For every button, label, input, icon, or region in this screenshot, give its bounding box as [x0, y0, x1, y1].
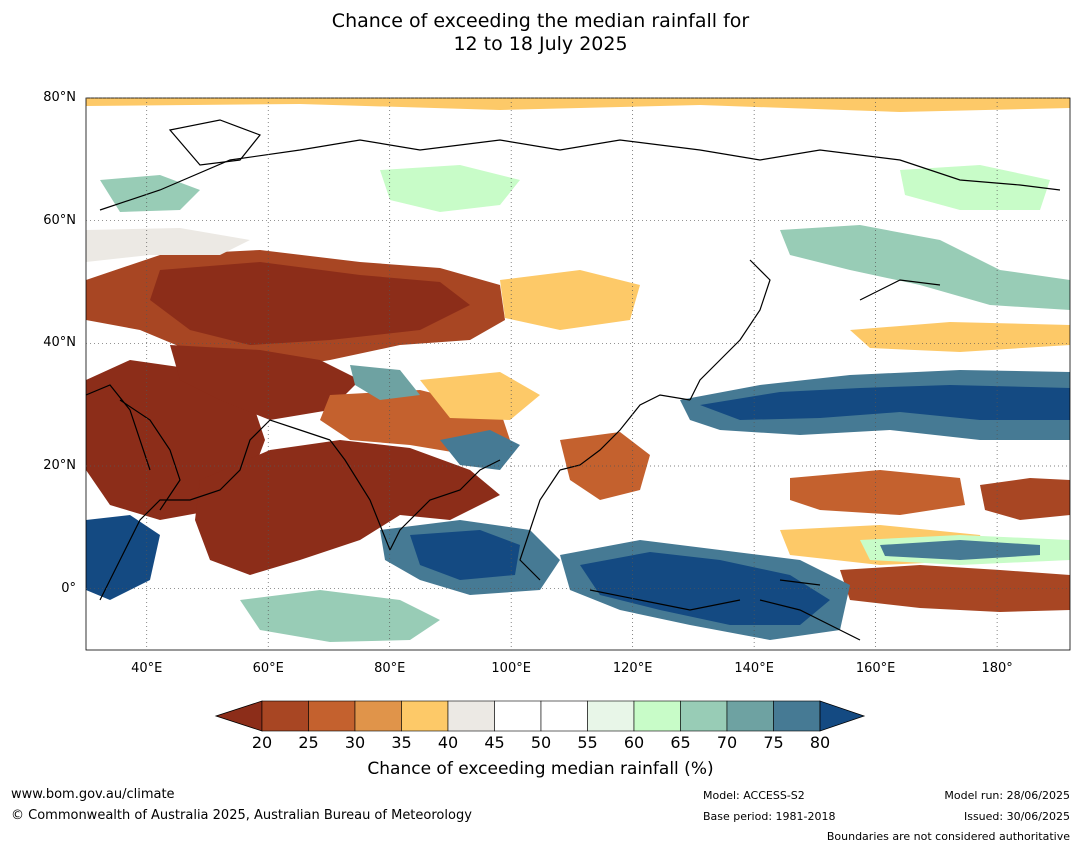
siberia-green-1: [380, 165, 520, 212]
east-africa-blue: [86, 515, 160, 600]
colorbar-tick-label: 65: [670, 733, 691, 752]
colorbar-tick-label: 60: [623, 733, 645, 752]
longitude-label: 80°E: [374, 661, 406, 676]
colorbar-segment: [494, 700, 542, 732]
latitude-label: 0°: [61, 580, 76, 596]
colorbar-segment: [540, 700, 588, 732]
colorbar-tick-label: 45: [484, 733, 505, 752]
colorbar-tick-label: 40: [437, 733, 459, 752]
indonesia-blue-core: [580, 552, 830, 625]
model-run-date: Model run: 28/06/2025: [944, 789, 1070, 802]
arctic-yellow-band: [86, 98, 1070, 112]
longitude-label: 100°E: [491, 661, 531, 676]
colorbar-tick-label: 70: [716, 733, 738, 752]
colorbar-tick-label: 25: [298, 733, 319, 752]
south-china-sea-orange: [560, 432, 650, 500]
below-median-regions: [86, 250, 1070, 612]
colorbar-segment: [354, 700, 402, 732]
colorbar-segment: [680, 700, 728, 732]
colorbar-tick-label: 80: [809, 733, 831, 752]
pacific-dry-band: [840, 565, 1070, 612]
colorbar: [214, 700, 866, 732]
coastlines: [86, 119, 1061, 641]
website-link[interactable]: www.bom.gov.au/climate: [11, 787, 175, 802]
west-grey: [86, 228, 250, 262]
colorbar-segment: [726, 700, 774, 732]
mongolia-yellow: [500, 270, 640, 330]
colorbar-tick-label: 75: [763, 733, 784, 752]
colorbar-tick-label: 20: [251, 733, 273, 752]
longitude-label: 180°: [981, 661, 1013, 676]
title-line-2: 12 to 18 July 2025: [453, 33, 628, 55]
map-title: Chance of exceeding the median rainfall …: [0, 10, 1081, 56]
east-pacific-dry: [980, 478, 1070, 520]
equatorial-blue-streak: [880, 540, 1040, 560]
longitude-label: 140°E: [734, 661, 774, 676]
colorbar-tick-label: 30: [344, 733, 366, 752]
colorbar-title: Chance of exceeding median rainfall (%): [367, 759, 714, 779]
far-east-green: [780, 225, 1070, 310]
title-line-1: Chance of exceeding the median rainfall …: [331, 10, 750, 32]
colorbar-extend-low: [214, 700, 263, 732]
north-pacific-yellow: [850, 322, 1070, 352]
colorbar-extend-high: [819, 700, 866, 732]
above-median-regions: [86, 165, 1070, 642]
colorbar-segment: [773, 700, 821, 732]
copyright-text: © Commonwealth of Australia 2025, Austra…: [11, 808, 472, 823]
issued-date: Issued: 30/06/2025: [963, 810, 1070, 823]
model-name: Model: ACCESS-S2: [703, 789, 805, 802]
south-asia-yellow: [420, 372, 540, 420]
indian-ocean-blue-core: [410, 530, 520, 580]
middle-east-dry: [170, 345, 360, 420]
latitude-label: 20°N: [43, 458, 76, 473]
longitude-label: 40°E: [131, 661, 163, 676]
base-period: Base period: 1981-2018: [703, 810, 836, 823]
colorbar-segment: [633, 700, 681, 732]
colorbar-segment: [261, 700, 309, 732]
longitude-label: 60°E: [252, 661, 284, 676]
longitude-label: 120°E: [612, 661, 653, 676]
india-dry-region: [195, 440, 500, 575]
nw-pacific-blue-core: [700, 385, 1070, 420]
latitude-label: 40°N: [43, 335, 76, 351]
tibet-teal: [350, 365, 420, 400]
latitude-label: 60°N: [43, 212, 76, 228]
colorbar-segment: [401, 700, 449, 732]
central-pacific-orange: [790, 470, 965, 515]
colorbar-segment: [587, 700, 635, 732]
colorbar-segment: [447, 700, 495, 732]
kamchatka-green: [900, 165, 1050, 210]
graticule: [86, 97, 1070, 650]
latitude-label: 80°N: [43, 90, 76, 105]
colorbar-tick-label: 55: [577, 733, 598, 752]
colorbar-tick-label: 50: [530, 733, 552, 752]
colorbar-segment: [308, 700, 356, 732]
colorbar-tick-label: 35: [391, 733, 412, 752]
boundary-disclaimer: Boundaries are not considered authoritat…: [826, 830, 1070, 843]
longitude-label: 160°E: [855, 661, 896, 676]
